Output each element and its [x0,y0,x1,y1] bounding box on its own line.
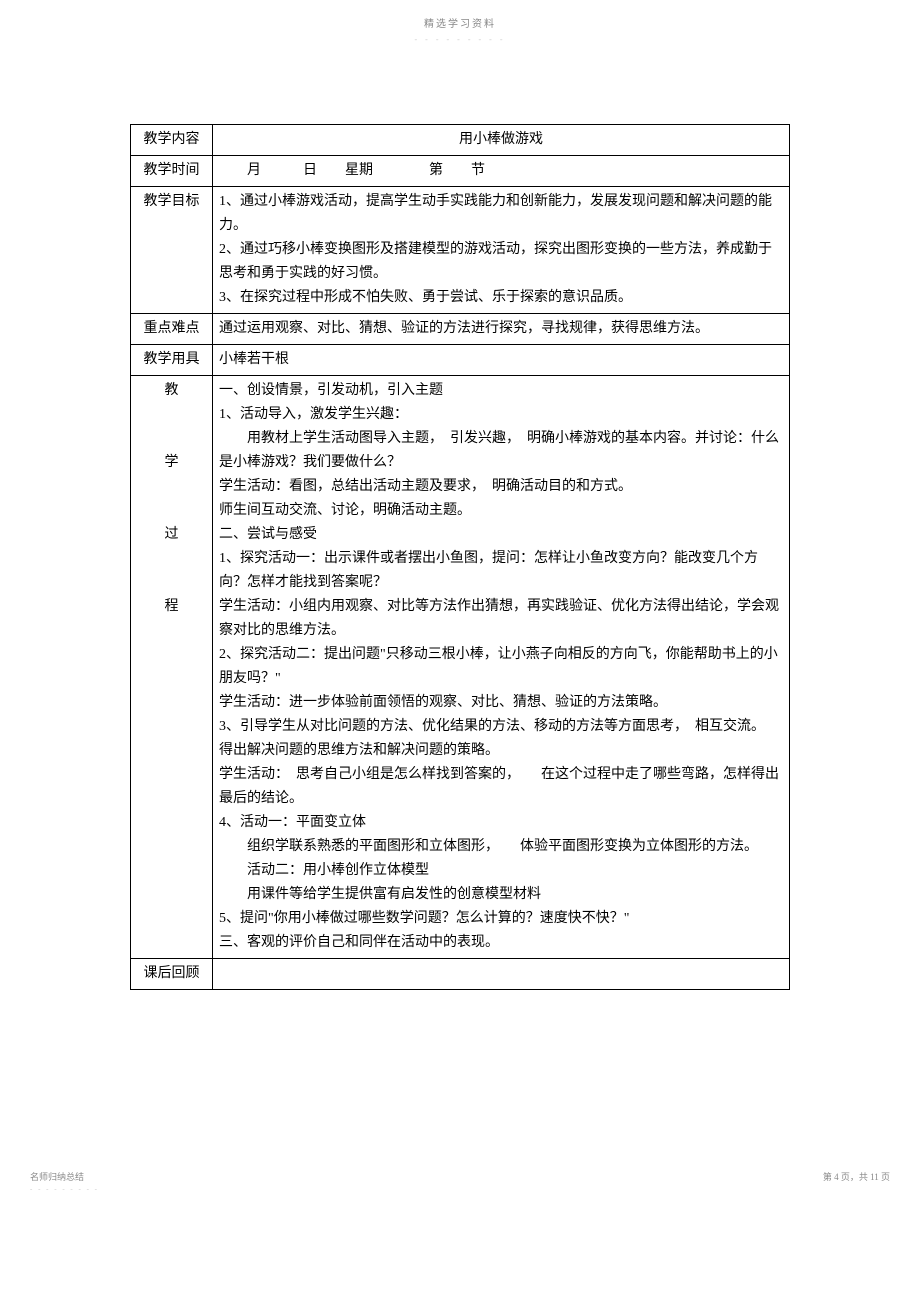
content-value: 用小棒做游戏 [213,125,790,156]
process-line: 用教材上学生活动图导入主题， 引发兴趣， 明确小棒游戏的基本内容。并讨论：什么是… [219,427,783,475]
process-line: 师生间互动交流、讨论，明确活动主题。 [219,499,783,523]
process-line: 用课件等给学生提供富有启发性的创意模型材料 [219,883,783,907]
process-line: 学生活动： 思考自己小组是怎么样找到答案的， 在这个过程中走了哪些弯路，怎样得出… [219,763,783,811]
table-row: 重点难点 通过运用观察、对比、猜想、验证的方法进行探究，寻找规律，获得思维方法。 [131,314,790,345]
process-label: 教 学 过 程 [131,376,213,959]
process-label-char1: 教 [137,379,206,403]
keypoint-label: 重点难点 [131,314,213,345]
process-line: 学生活动：看图，总结出活动主题及要求， 明确活动目的和方式。 [219,475,783,499]
keypoint-value: 通过运用观察、对比、猜想、验证的方法进行探究，寻找规律，获得思维方法。 [213,314,790,345]
process-value: 一、创设情景，引发动机，引入主题 1、活动导入，激发学生兴趣： 用教材上学生活动… [213,376,790,959]
process-line: 3、引导学生从对比问题的方法、优化结果的方法、移动的方法等方面思考， 相互交流。… [219,715,783,763]
process-line: 5、提问"你用小棒做过哪些数学问题？怎么计算的？速度快不快？" [219,907,783,931]
process-line: 一、创设情景，引发动机，引入主题 [219,379,783,403]
process-line: 组织学联系熟悉的平面图形和立体图形， 体验平面图形变换为立体图形的方法。 [219,835,783,859]
process-line: 二、尝试与感受 [219,523,783,547]
goal-label: 教学目标 [131,187,213,314]
lesson-plan-table: 教学内容 用小棒做游戏 教学时间 月 日 星期 第 节 教学目标 1、通过小棒游… [130,124,790,990]
table-row: 教学时间 月 日 星期 第 节 [131,156,790,187]
process-label-char4: 程 [137,595,206,619]
process-label-char3: 过 [137,523,206,547]
process-line: 学生活动：进一步体验前面领悟的观察、对比、猜想、验证的方法策略。 [219,691,783,715]
review-value [213,959,790,990]
tools-value: 小棒若干根 [213,345,790,376]
table-row: 课后回顾 [131,959,790,990]
process-line: 2、探究活动二：提出问题"只移动三根小棒，让小燕子向相反的方向飞，你能帮助书上的… [219,643,783,691]
process-line: 活动二：用小棒创作立体模型 [219,859,783,883]
footer-left-text: 名师归纳总结 [30,1172,84,1182]
footer-left-dashes: - - - - - - - - - [30,1185,99,1193]
process-label-char2: 学 [137,451,206,475]
page-header: 精选学习资料 [0,0,920,35]
time-value: 月 日 星期 第 节 [213,156,790,187]
tools-label: 教学用具 [131,345,213,376]
process-line: 1、活动导入，激发学生兴趣： [219,403,783,427]
process-line: 学生活动：小组内用观察、对比等方法作出猜想，再实践验证、优化方法得出结论，学会观… [219,595,783,643]
time-label: 教学时间 [131,156,213,187]
table-row: 教 学 过 程 一、创设情景，引发动机，引入主题 1、活动导入，激发学生兴趣： … [131,376,790,959]
process-line: 三、客观的评价自己和同伴在活动中的表现。 [219,931,783,955]
footer-right: 第 4 页，共 11 页 [823,1170,890,1193]
process-line: 4、活动一：平面变立体 [219,811,783,835]
page-header-dashes: - - - - - - - - - [0,35,920,124]
table-row: 教学用具 小棒若干根 [131,345,790,376]
page-footer: 名师归纳总结 - - - - - - - - - 第 4 页，共 11 页 [0,990,920,1213]
process-line: 1、探究活动一：出示课件或者摆出小鱼图，提问：怎样让小鱼改变方向？能改变几个方向… [219,547,783,595]
table-row: 教学目标 1、通过小棒游戏活动，提高学生动手实践能力和创新能力，发展发现问题和解… [131,187,790,314]
review-label: 课后回顾 [131,959,213,990]
goal-value: 1、通过小棒游戏活动，提高学生动手实践能力和创新能力，发展发现问题和解决问题的能… [213,187,790,314]
table-row: 教学内容 用小棒做游戏 [131,125,790,156]
content-label: 教学内容 [131,125,213,156]
footer-left: 名师归纳总结 - - - - - - - - - [30,1170,99,1193]
